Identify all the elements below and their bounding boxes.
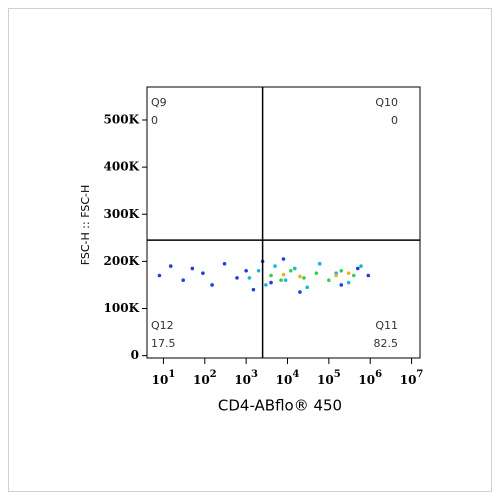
dot <box>339 283 344 287</box>
tick-exponent: 7 <box>416 369 423 380</box>
y-tick-label: 400K <box>104 160 140 174</box>
dot <box>359 264 363 268</box>
y-tick-label: 200K <box>104 254 140 268</box>
dot <box>281 272 286 277</box>
y-tick-label: 100K <box>104 301 140 315</box>
x-tick-label: 103 <box>234 369 258 387</box>
dot <box>222 261 227 266</box>
quadrant-value: 17.5 <box>151 337 176 350</box>
dot <box>317 261 322 266</box>
dot <box>327 278 331 283</box>
plot-area <box>146 86 421 359</box>
tick-exponent: 1 <box>168 369 175 380</box>
y-tick-label: 300K <box>104 207 140 221</box>
tick-base: 10 <box>358 373 375 387</box>
y-tick-label: 0 <box>131 348 139 362</box>
dot <box>168 264 173 268</box>
tick-exponent: 3 <box>251 369 258 380</box>
x-tick-label: 104 <box>276 369 300 387</box>
quadrant-name: Q12 <box>151 319 174 332</box>
tick-exponent: 4 <box>292 369 299 380</box>
dot <box>235 276 239 280</box>
dot <box>201 271 205 275</box>
dot <box>244 269 248 273</box>
y-axis-title: FSC-H :: FSC-H <box>79 185 92 265</box>
quadrant-value: 0 <box>151 114 158 127</box>
dot <box>283 278 288 283</box>
tick-base: 10 <box>276 373 293 387</box>
quadrant-name: Q10 <box>375 96 398 109</box>
tick-exponent: 5 <box>334 369 341 380</box>
dot <box>314 271 319 275</box>
tick-base: 10 <box>400 373 417 387</box>
quadrant-name: Q9 <box>151 96 167 109</box>
dot <box>351 273 356 278</box>
quadrant-name: Q11 <box>375 319 398 332</box>
dot <box>157 273 162 278</box>
dot <box>355 266 360 271</box>
dot <box>247 276 252 280</box>
dot <box>298 274 302 279</box>
x-axis-title: CD4-ABflo® 450 <box>218 397 342 415</box>
tick-base: 10 <box>152 373 169 387</box>
tick-exponent: 6 <box>375 369 382 380</box>
dot <box>279 278 283 283</box>
tick-exponent: 2 <box>210 369 217 380</box>
dot <box>339 269 344 273</box>
quadrant-value: 82.5 <box>374 337 399 350</box>
x-tick-label: 101 <box>152 369 176 387</box>
dot <box>269 273 273 278</box>
dot <box>298 290 302 294</box>
dot <box>210 283 214 287</box>
frame <box>8 8 492 492</box>
tick-base: 10 <box>234 373 251 387</box>
dot <box>190 266 195 271</box>
x-tick-label: 102 <box>193 369 217 387</box>
dot <box>288 269 293 273</box>
dot <box>366 273 371 278</box>
y-tick-label: 500K <box>104 112 140 126</box>
dot <box>334 273 338 278</box>
tick-base: 10 <box>193 373 210 387</box>
quadrant-value: 0 <box>391 114 398 127</box>
dot <box>251 287 256 292</box>
dot <box>264 283 268 287</box>
dot <box>292 266 297 271</box>
dot <box>302 276 306 280</box>
dot <box>305 285 310 290</box>
dot <box>269 280 273 285</box>
dot <box>273 264 277 268</box>
dot <box>256 269 261 273</box>
dot <box>281 257 286 261</box>
dot <box>346 271 351 275</box>
x-tick-label: 105 <box>317 369 341 387</box>
dot <box>346 280 351 285</box>
dot <box>181 278 185 283</box>
tick-base: 10 <box>317 373 334 387</box>
x-tick-label: 106 <box>358 369 382 387</box>
x-tick-label: 107 <box>400 369 424 387</box>
